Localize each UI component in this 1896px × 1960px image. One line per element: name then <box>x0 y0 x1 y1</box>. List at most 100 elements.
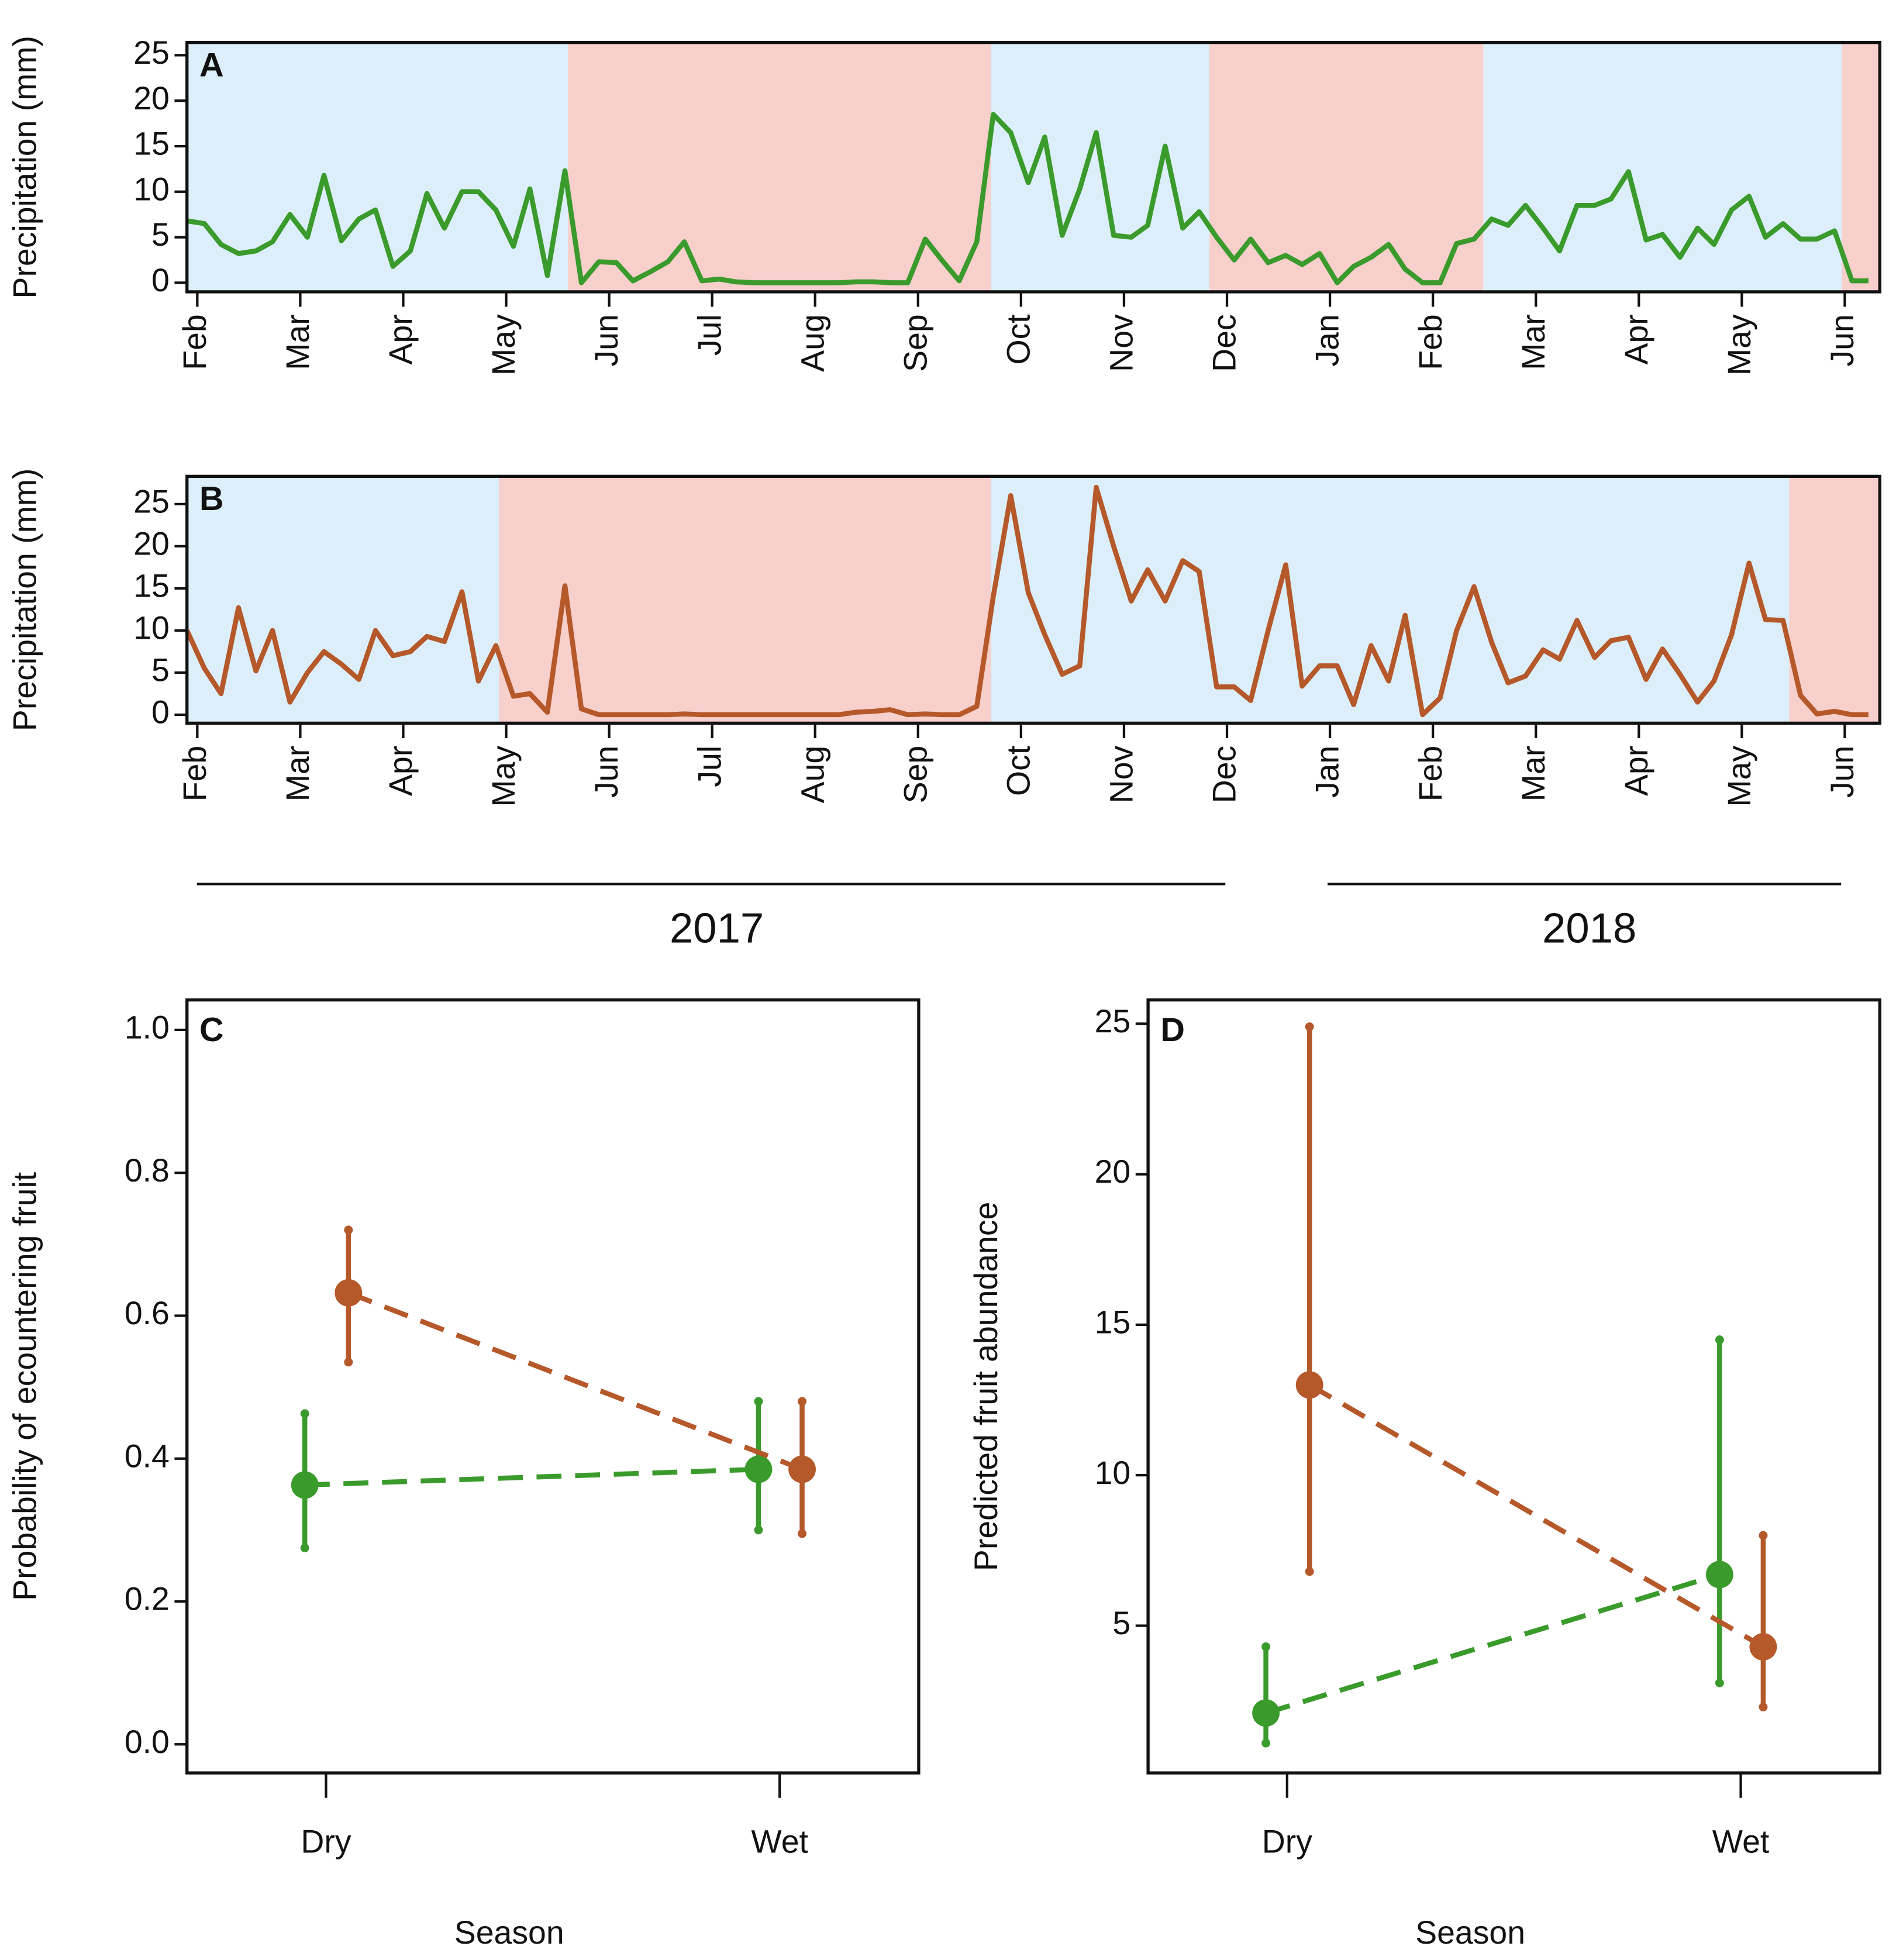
season-band <box>1483 42 1842 292</box>
x-tick-label: Jan <box>1309 314 1346 366</box>
x-tick-label: Wet <box>1712 1823 1770 1859</box>
x-tick-label: Dec <box>1206 314 1243 372</box>
panel-label: A <box>199 46 224 84</box>
x-tick-label: Jan <box>1309 746 1346 798</box>
trend-line <box>1265 1572 1721 1716</box>
y-axis-label: Precipitation (mm) <box>7 36 43 299</box>
y-axis-label: Predicted fruit abundance <box>968 1202 1004 1571</box>
y-axis-label: Probability of ecountering fruit <box>7 1172 43 1601</box>
point <box>1749 1633 1777 1661</box>
x-tick-label: Dec <box>1206 746 1243 804</box>
panel-label: C <box>199 1011 224 1049</box>
error-cap <box>1715 1678 1724 1687</box>
x-tick-label: Jul <box>691 314 728 356</box>
y-tick-label: 0.4 <box>125 1438 170 1474</box>
x-tick-label: Jun <box>1824 314 1860 366</box>
season-band <box>991 476 1790 724</box>
x-tick-label: Feb <box>177 314 213 370</box>
x-tick-label: Oct <box>1001 746 1037 796</box>
y-tick-label: 0.2 <box>125 1581 170 1617</box>
x-tick-label: Nov <box>1104 745 1140 803</box>
x-tick-label: Jun <box>1824 746 1860 798</box>
x-tick-label: Aug <box>794 314 830 372</box>
x-tick-label: May <box>485 314 522 376</box>
error-cap <box>1261 1738 1271 1748</box>
plot-frame <box>185 474 1881 725</box>
y-tick-label: 0.8 <box>125 1152 170 1189</box>
y-tick-label: 0.6 <box>125 1295 170 1331</box>
x-tick-label: Feb <box>1412 746 1449 801</box>
x-tick-label: Oct <box>1001 314 1037 364</box>
error-cap <box>344 1358 353 1367</box>
y-tick-label: 20 <box>133 80 170 116</box>
y-axis-label: Precipitation (mm) <box>7 469 43 732</box>
y-tick-label: 25 <box>133 484 170 520</box>
x-tick-label: Apr <box>1618 746 1654 796</box>
y-tick-label: 10 <box>133 610 170 646</box>
year-label: 2017 <box>670 905 764 952</box>
x-tick-label: Sep <box>897 314 933 372</box>
error-cap <box>754 1525 763 1535</box>
x-tick-label: Nov <box>1104 314 1140 372</box>
x-axis-label: Season <box>1415 1914 1525 1951</box>
x-tick-label: Sep <box>897 746 933 804</box>
x-tick-label: Dry <box>301 1823 351 1859</box>
x-tick-label: Mar <box>1515 746 1552 801</box>
y-tick-label: 1.0 <box>125 1010 170 1046</box>
y-tick-label: 15 <box>133 126 170 162</box>
x-tick-label: Mar <box>280 314 316 370</box>
x-tick-label: Apr <box>1618 314 1654 364</box>
plot-frame <box>185 40 1881 294</box>
x-tick-label: Dry <box>1262 1823 1312 1859</box>
point <box>291 1471 319 1499</box>
season-band <box>568 42 991 292</box>
season-band <box>1789 476 1880 724</box>
x-tick-label: Apr <box>382 314 419 364</box>
error-cap <box>1715 1335 1724 1345</box>
error-cap <box>344 1225 353 1235</box>
x-tick-label: Feb <box>177 746 213 801</box>
panel-label: B <box>199 480 224 518</box>
x-tick-label: May <box>1721 745 1757 807</box>
panel-label: D <box>1160 1011 1185 1049</box>
y-tick-label: 5 <box>1112 1605 1130 1641</box>
precip-line <box>187 112 1869 285</box>
y-tick-label: 0 <box>151 694 170 731</box>
y-tick-label: 15 <box>1095 1304 1131 1341</box>
x-tick-label: Feb <box>1412 314 1449 370</box>
y-tick-label: 5 <box>151 216 170 253</box>
x-tick-label: May <box>485 745 522 807</box>
x-tick-label: Aug <box>794 746 830 804</box>
point <box>744 1455 773 1483</box>
x-tick-label: Jul <box>691 746 728 787</box>
y-tick-label: 25 <box>1095 1003 1131 1039</box>
x-axis-label: Season <box>454 1914 564 1951</box>
x-tick-label: Apr <box>382 746 419 796</box>
x-tick-label: May <box>1721 314 1757 376</box>
error-cap <box>798 1397 807 1406</box>
error-cap <box>1759 1531 1768 1540</box>
trend-line <box>305 1466 759 1488</box>
error-cap <box>300 1409 309 1418</box>
season-band <box>1209 42 1484 292</box>
error-cap <box>798 1529 807 1538</box>
error-cap <box>1759 1702 1768 1711</box>
plot-frame <box>185 998 921 1775</box>
x-tick-label: Jun <box>588 314 625 366</box>
point <box>1705 1561 1733 1589</box>
season-band <box>187 476 499 724</box>
x-tick-label: Mar <box>1515 314 1552 370</box>
y-tick-label: 15 <box>133 568 170 604</box>
y-tick-label: 20 <box>133 526 170 562</box>
trend-line <box>1308 1383 1765 1649</box>
error-cap <box>1261 1642 1271 1651</box>
error-cap <box>754 1397 763 1406</box>
y-tick-label: 0 <box>151 262 170 298</box>
y-tick-label: 10 <box>133 171 170 207</box>
trend-line <box>347 1290 804 1472</box>
y-tick-label: 20 <box>1095 1153 1131 1190</box>
plot-frame <box>1146 998 1881 1775</box>
y-tick-label: 5 <box>151 652 170 688</box>
